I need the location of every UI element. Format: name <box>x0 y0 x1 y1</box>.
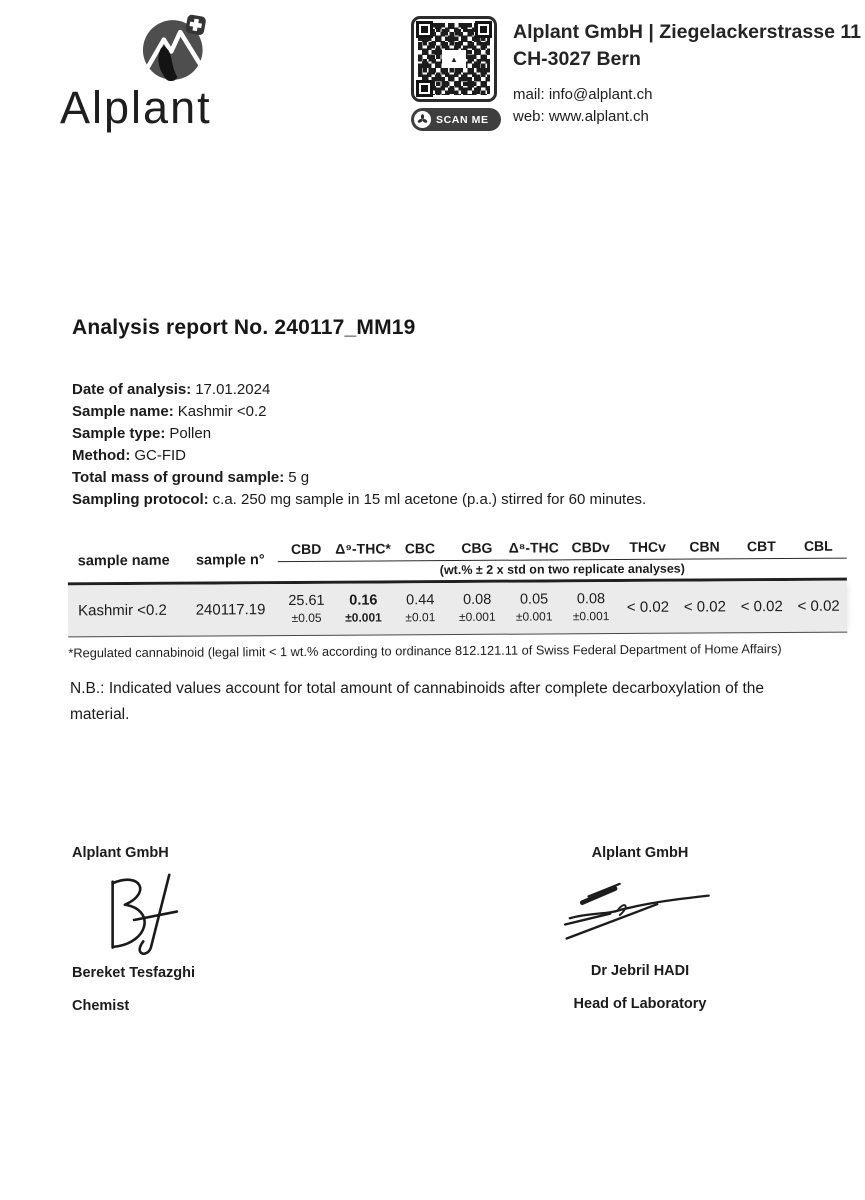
report-title: Analysis report No. 240117_MM19 <box>72 316 416 339</box>
head-of-laboratory-signature-icon <box>563 882 710 940</box>
col-header-sample-no: sample n° <box>195 551 265 569</box>
cell-cbn: < 0.02 <box>683 598 726 616</box>
nota-bene: N.B.: Indicated values account for total… <box>70 680 764 723</box>
col-header-cbc: CBC <box>404 540 436 557</box>
signature-block-chemist: Alplant GmbH Bereket Tesfazghi Chemist <box>72 845 302 1014</box>
company-mail: mail: info@alplant.ch <box>513 86 653 103</box>
logo-wordmark: Alplant <box>60 82 212 133</box>
swiss-cross-flag-icon <box>185 14 206 35</box>
units-note: (wt.% ± 2 x std on two replicate analyse… <box>439 561 685 578</box>
cell-cbl: < 0.02 <box>797 597 840 615</box>
cell-cbc: 0.44 ±0.01 <box>405 591 436 624</box>
table-header: sample name sample n° CBD Δ⁹-THC* CBC CB… <box>67 534 847 586</box>
report-details: Date of analysis: 17.01.2024 Sample name:… <box>72 379 812 511</box>
regulated-cannabinoid-footnote: *Regulated cannabinoid (legal limit < 1 … <box>68 641 782 661</box>
detail-method: Method: GC-FID <box>72 447 186 464</box>
company-logo: Alplant <box>60 10 290 134</box>
mountain-logo-icon <box>142 14 206 82</box>
detail-sample-name: Sample name: Kashmir <0.2 <box>72 403 267 420</box>
company-address-line1: Alplant GmbH | Ziegelackerstrasse 11 <box>513 21 861 43</box>
qr-center-logo: ▲ <box>442 50 466 68</box>
company-address-line2: CH-3027 Bern <box>513 48 641 70</box>
qr-finder-icon <box>475 21 492 38</box>
col-header-d8-thc: Δ⁸-THC <box>508 539 559 556</box>
table-row: Kashmir <0.2 240117.19 25.61 ±0.05 0.16 … <box>67 580 848 638</box>
signature-name: Bereket Tesfazghi <box>72 965 196 981</box>
company-contact-block: Alplant GmbH | Ziegelackerstrasse 11 CH-… <box>513 19 863 128</box>
col-header-d9-thc: Δ⁹-THC* <box>335 540 391 557</box>
detail-total-mass: Total mass of ground sample: 5 g <box>72 469 310 486</box>
cell-cbd: 25.61 ±0.05 <box>288 592 325 625</box>
cell-thcv: < 0.02 <box>626 598 670 616</box>
results-table: sample name sample n° CBD Δ⁹-THC* CBC CB… <box>67 534 848 661</box>
col-header-cbt: CBT <box>746 538 776 555</box>
company-web: web: www.alplant.ch <box>513 108 649 125</box>
col-header-sample-name: sample name <box>77 552 170 569</box>
signature-name: Dr Jebril HADI <box>590 963 690 979</box>
qr-finder-icon <box>416 21 433 38</box>
cell-cbg: 0.08 ±0.001 <box>458 591 496 624</box>
cell-sample-no: 240117.19 <box>195 601 266 619</box>
scan-me-label: SCAN ME <box>436 113 489 126</box>
cell-d9-thc: 0.16 ±0.001 <box>345 591 382 625</box>
detail-sampling-protocol: Sampling protocol: c.a. 250 mg sample in … <box>72 491 647 508</box>
signature-role: Chemist <box>72 998 130 1014</box>
detail-date-of-analysis: Date of analysis: 17.01.2024 <box>72 381 271 398</box>
qr-code: ▲ <box>411 16 497 102</box>
col-header-cbn: CBN <box>689 538 720 555</box>
col-header-cbl: CBL <box>803 537 833 554</box>
detail-sample-type: Sample type: Pollen <box>72 425 212 442</box>
cell-cbt: < 0.02 <box>740 598 783 616</box>
col-header-cbd: CBD <box>290 540 322 558</box>
chemist-signature-icon <box>111 873 179 956</box>
cell-cbdv: 0.08 ±0.001 <box>572 590 610 623</box>
col-header-cbdv: CBDv <box>571 539 610 556</box>
signature-company: Alplant GmbH <box>591 845 689 861</box>
col-header-cbg: CBG <box>461 539 493 556</box>
cannabinoid-column-headers: CBD Δ⁹-THC* CBC CBG Δ⁸-THC CBDv THCv CBN… <box>277 534 847 563</box>
cell-d8-thc: 0.05 ±0.001 <box>515 590 553 624</box>
signature-company: Alplant GmbH <box>72 845 169 861</box>
signature-role: Head of Laboratory <box>573 996 707 1012</box>
qr-code-block: ▲ SCAN ME <box>411 16 503 131</box>
qr-finder-icon <box>416 80 433 97</box>
scan-icon <box>414 111 431 128</box>
col-header-thcv: THCv <box>629 538 666 555</box>
scan-me-badge: SCAN ME <box>411 108 501 131</box>
signature-block-head-of-lab: Alplant GmbH Dr Jebril HADI Head of Labo… <box>535 845 745 1012</box>
cell-sample-name: Kashmir <0.2 <box>78 601 167 620</box>
